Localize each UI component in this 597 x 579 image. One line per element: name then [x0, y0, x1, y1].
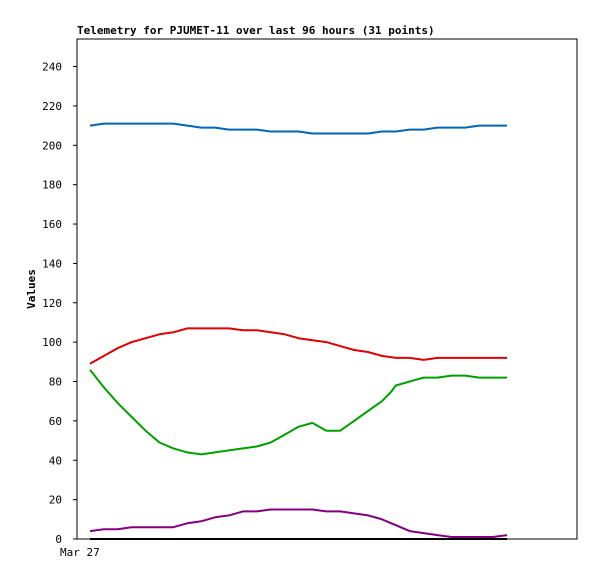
- y-tick-label: 220: [42, 100, 62, 113]
- chart-title: Telemetry for PJUMET-11 over last 96 hou…: [77, 24, 435, 37]
- y-tick-label: 240: [42, 61, 62, 74]
- y-tick-label: 180: [42, 179, 62, 192]
- series-line-1: [89, 122, 507, 135]
- y-tick-label: 100: [42, 336, 62, 349]
- series-line-3: [89, 369, 507, 456]
- y-tick-label: 40: [49, 454, 62, 467]
- y-tick-label: 160: [42, 218, 62, 231]
- y-tick-label: 200: [42, 139, 62, 152]
- y-tick-label: 120: [42, 297, 62, 310]
- x-axis-ticks: Mar 27: [60, 546, 100, 559]
- series-line-4: [89, 508, 508, 538]
- y-tick-label: 80: [49, 376, 62, 389]
- x-tick-label: Mar 27: [60, 546, 100, 559]
- data-series: [89, 122, 508, 540]
- y-axis-ticks: 0 20 40 60 80 100 120 140 160 180 200 220 240: [42, 61, 77, 546]
- plot-area-frame: [76, 38, 578, 540]
- y-axis-label: Values: [25, 269, 38, 309]
- y-tick-label: 140: [42, 257, 62, 270]
- y-tick-label: 60: [49, 415, 62, 428]
- series-line-2: [89, 327, 507, 365]
- y-tick-label: 20: [49, 494, 62, 507]
- y-tick-label: 0: [55, 533, 62, 546]
